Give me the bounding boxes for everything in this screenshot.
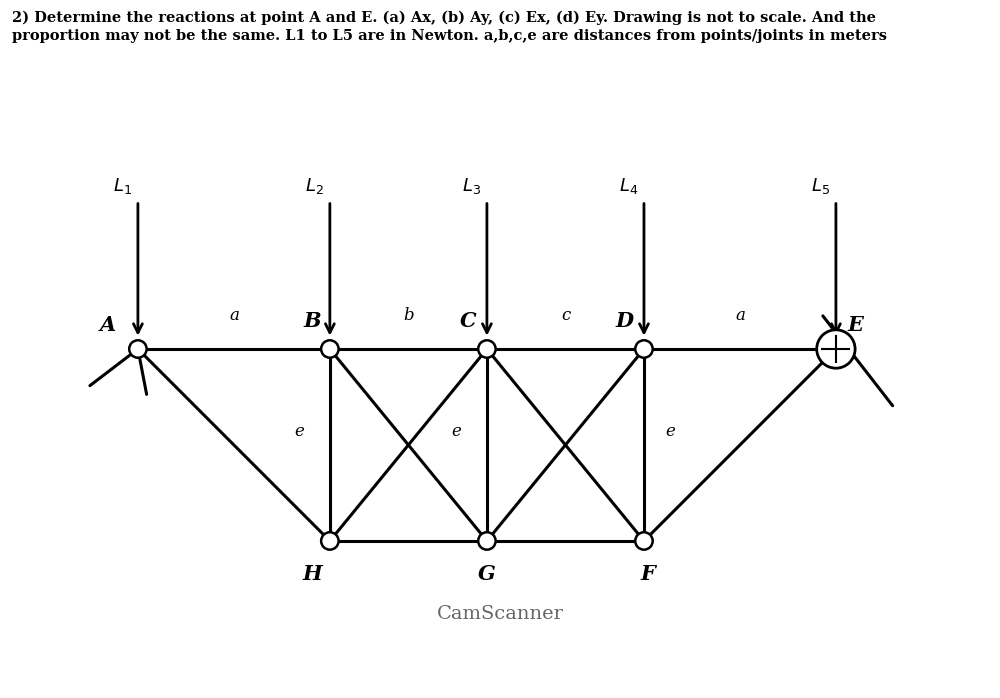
Circle shape bbox=[321, 533, 339, 550]
Text: $L_2$: $L_2$ bbox=[305, 177, 324, 196]
Text: B: B bbox=[304, 311, 321, 331]
Text: proportion may not be the same. L1 to L5 are in Newton. a,b,c,e are distances fr: proportion may not be the same. L1 to L5… bbox=[12, 29, 887, 43]
Text: $L_1$: $L_1$ bbox=[113, 177, 132, 196]
Text: 2) Determine the reactions at point A and E. (a) Ax, (b) Ay, (c) Ex, (d) Ey. Dra: 2) Determine the reactions at point A an… bbox=[12, 10, 876, 25]
Text: E: E bbox=[847, 315, 863, 334]
Text: CamScanner: CamScanner bbox=[437, 605, 563, 623]
Text: $L_5$: $L_5$ bbox=[811, 177, 830, 196]
Text: c: c bbox=[561, 307, 570, 325]
Text: $L_4$: $L_4$ bbox=[619, 177, 638, 196]
Text: e: e bbox=[665, 424, 675, 440]
Circle shape bbox=[321, 340, 339, 358]
Circle shape bbox=[827, 340, 845, 358]
Text: $L_3$: $L_3$ bbox=[462, 177, 481, 196]
Text: G: G bbox=[478, 564, 496, 584]
Circle shape bbox=[635, 533, 653, 550]
Text: D: D bbox=[616, 311, 634, 331]
Text: a: a bbox=[229, 307, 239, 325]
Circle shape bbox=[478, 340, 496, 358]
Text: e: e bbox=[451, 424, 461, 440]
Circle shape bbox=[817, 330, 855, 369]
Text: F: F bbox=[641, 564, 656, 584]
Circle shape bbox=[635, 340, 653, 358]
Text: b: b bbox=[403, 307, 414, 325]
Text: A: A bbox=[99, 315, 116, 334]
Text: C: C bbox=[459, 311, 476, 331]
Text: a: a bbox=[735, 307, 745, 325]
Circle shape bbox=[129, 340, 147, 358]
Text: H: H bbox=[303, 564, 322, 584]
Text: e: e bbox=[294, 424, 304, 440]
Circle shape bbox=[478, 533, 496, 550]
